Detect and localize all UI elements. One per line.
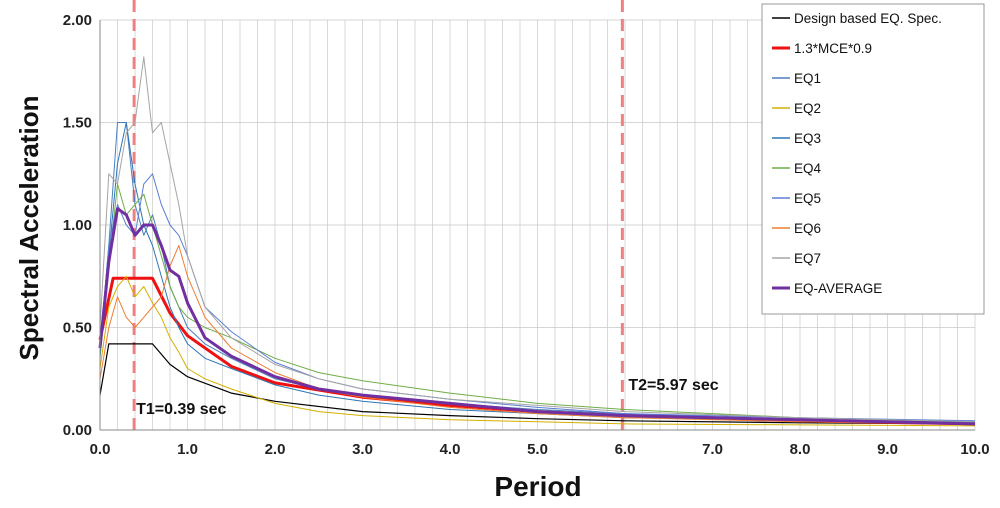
legend-entry: EQ1	[794, 71, 821, 86]
legend-entry: Design based EQ. Spec.	[794, 11, 942, 26]
series-line	[99, 122, 976, 423]
series-line	[99, 56, 976, 423]
period-marker-label: T1=0.39 sec	[136, 401, 226, 418]
legend-box	[761, 3, 985, 315]
x-tick-label: 4.0	[440, 441, 461, 458]
x-tick-label: 6.0	[615, 441, 636, 458]
legend: Design based EQ. Spec. 1.3*MCE*0.9 EQ1 EQ2 E…	[761, 3, 985, 315]
x-tick-label: 10.0	[960, 441, 989, 458]
legend-entry: EQ4	[794, 161, 822, 176]
y-tick-label: 2.00	[63, 12, 92, 29]
series-line	[98, 207, 976, 426]
x-tick-label: 1.0	[177, 441, 198, 458]
series-line	[99, 245, 976, 425]
series-line	[99, 275, 976, 427]
legend-entry: EQ5	[794, 191, 821, 206]
legend-entry: EQ3	[794, 131, 821, 146]
y-axis-title: Spectral Acceleration	[14, 96, 44, 361]
legend-entry: EQ6	[794, 221, 821, 236]
series-line	[99, 343, 976, 425]
x-tick-label: 8.0	[790, 441, 811, 458]
x-tick-label: 2.0	[265, 441, 286, 458]
series-line	[99, 183, 976, 423]
period-marker-label: T2=5.97 sec	[628, 377, 718, 394]
legend-entry: EQ2	[794, 101, 821, 116]
legend-entry: EQ-AVERAGE	[794, 281, 882, 296]
axes: 0.00 0.50 1.00 1.50 2.00 0.0 1.0 2.0 3.0 4.0 5.0 6.…	[63, 12, 990, 458]
grid	[99, 19, 976, 431]
x-tick-label: 0.0	[90, 441, 111, 458]
x-tick-label: 5.0	[527, 441, 548, 458]
y-tick-label: 0.00	[63, 422, 92, 439]
x-tick-label: 9.0	[877, 441, 898, 458]
legend-entry: 1.3*MCE*0.9	[794, 41, 872, 56]
y-tick-label: 1.50	[63, 115, 92, 132]
period-markers: T1=0.39 sec T2=5.97 sec	[132, 0, 719, 430]
x-tick-label: 7.0	[702, 441, 723, 458]
legend-entry: EQ7	[794, 251, 821, 266]
series-lines	[98, 56, 976, 427]
x-axis-title: Period	[494, 471, 581, 502]
x-tick-label: 3.0	[352, 441, 373, 458]
y-tick-label: 1.00	[63, 217, 92, 234]
y-tick-label: 0.50	[63, 320, 92, 337]
